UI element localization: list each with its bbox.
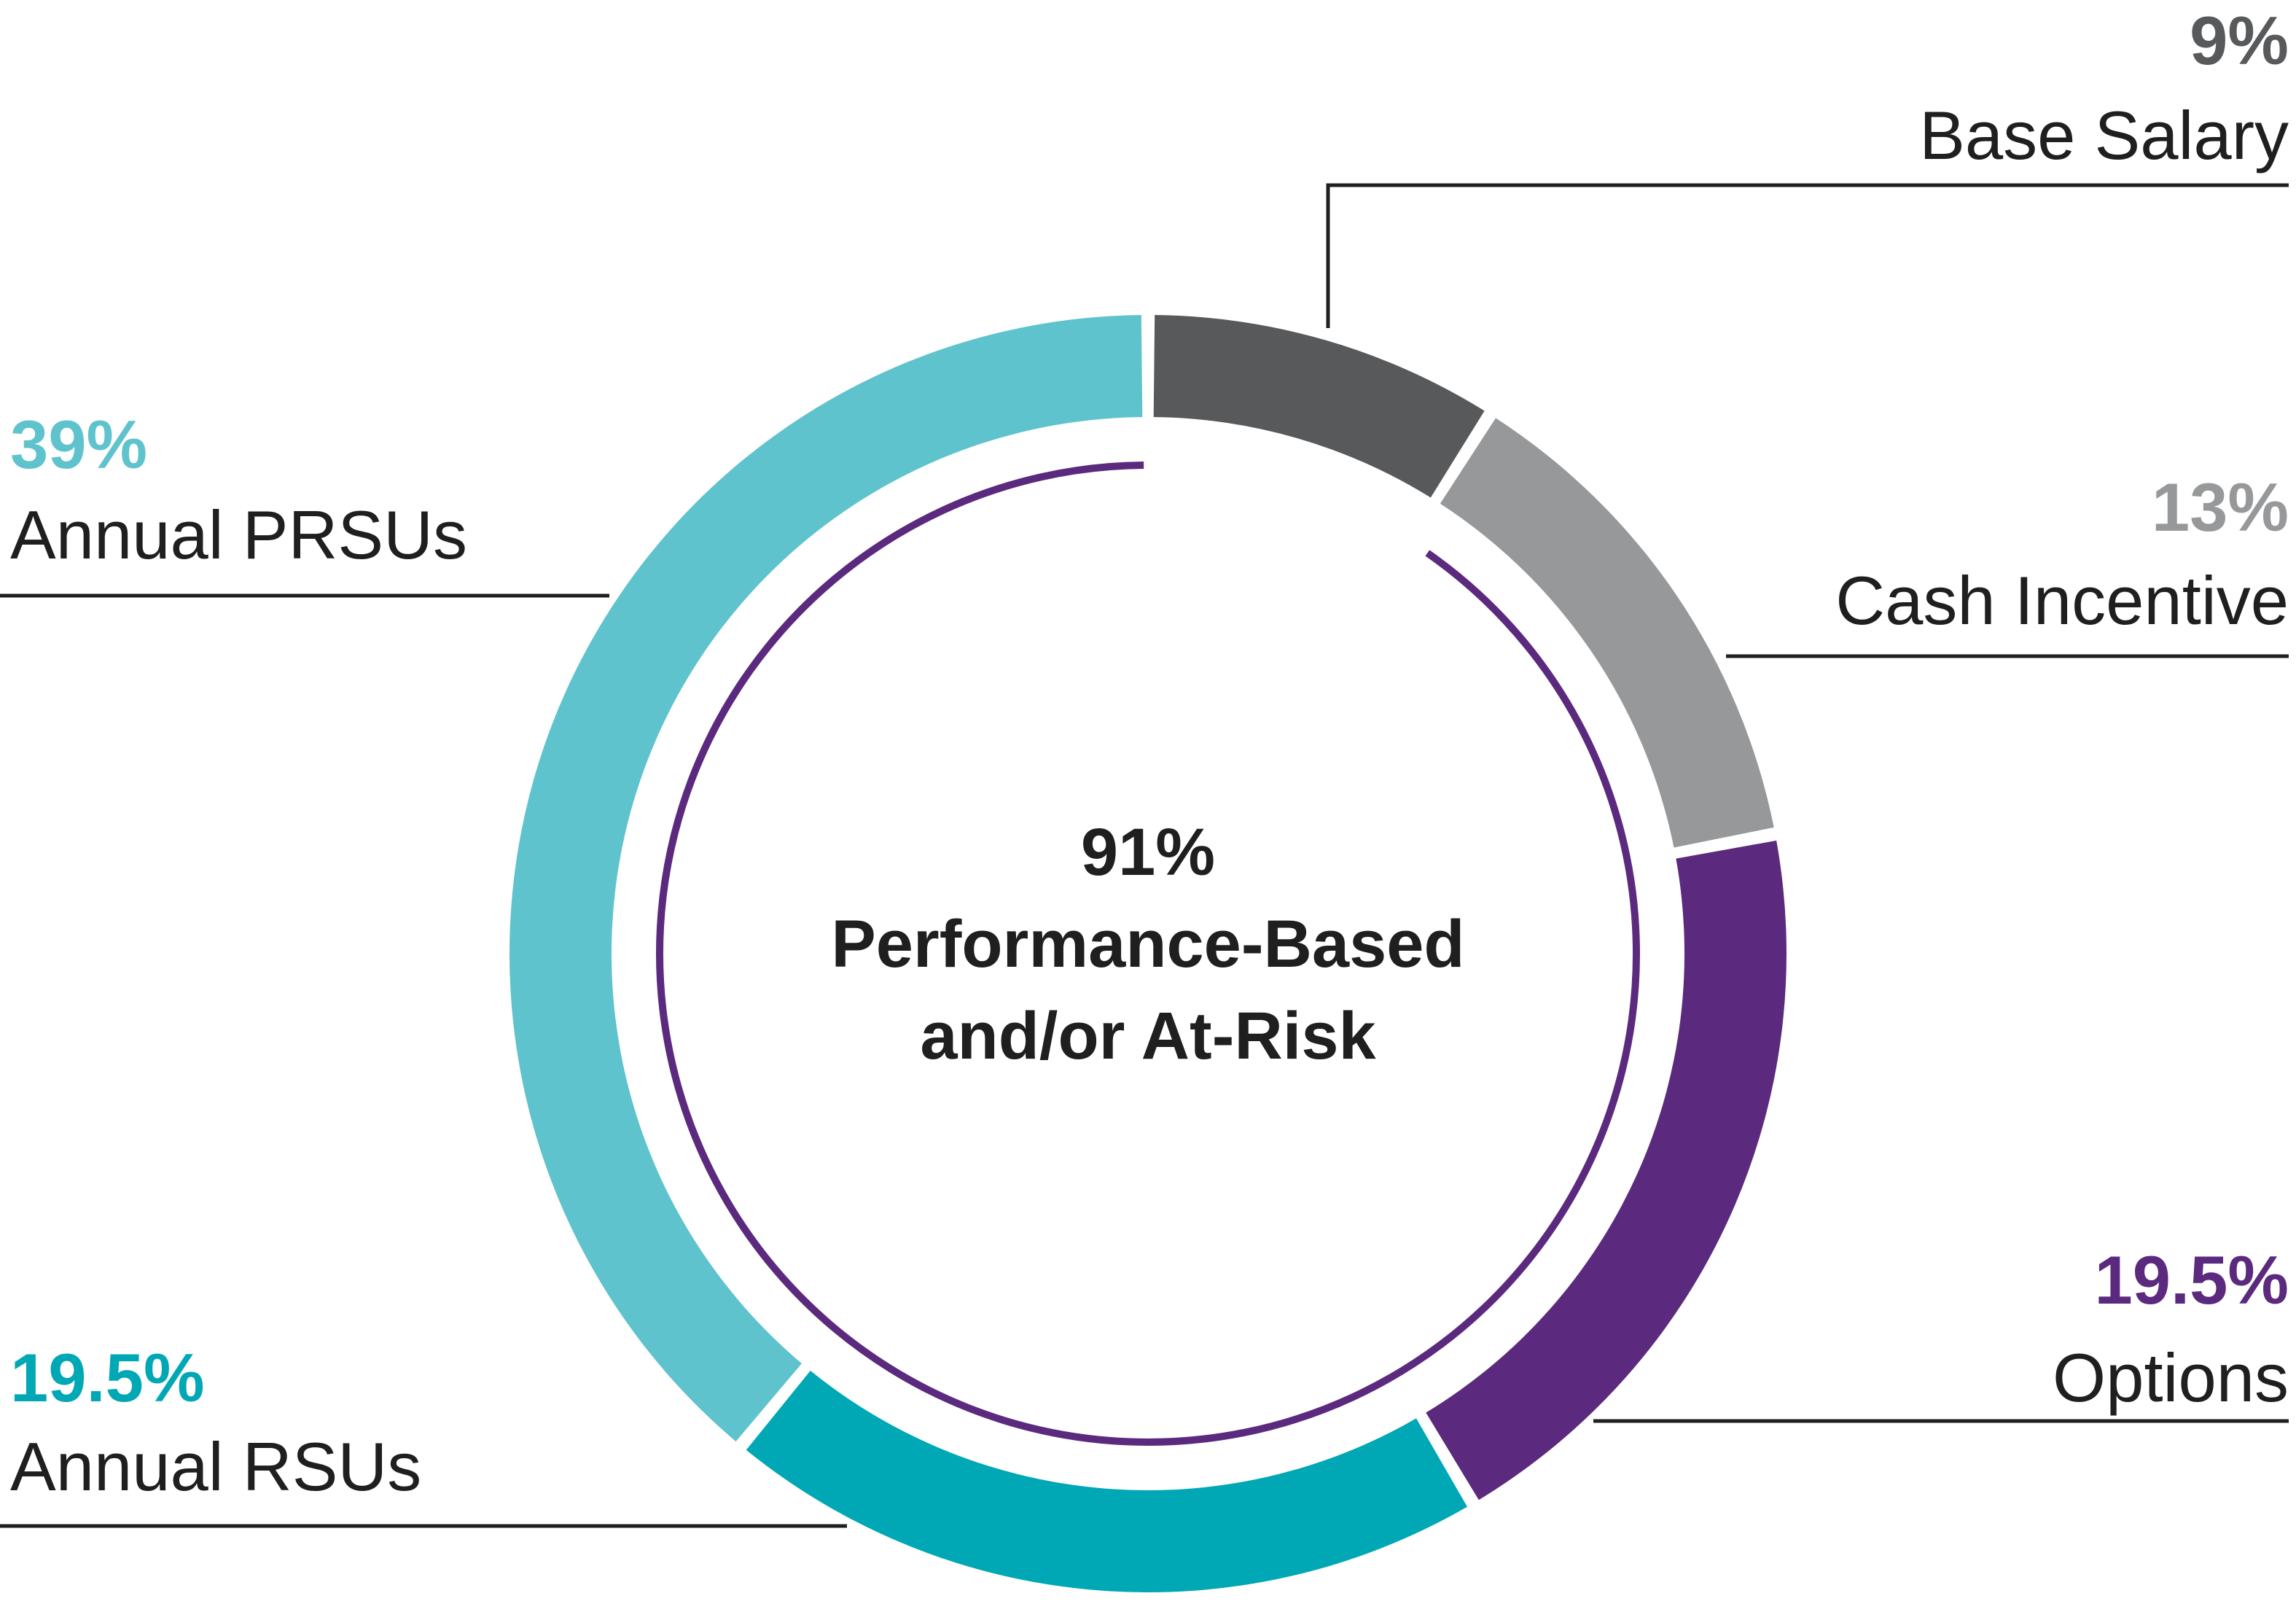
slice-percent-annual-rsus: 19.5% (10, 1339, 205, 1416)
donut-slices (509, 315, 1787, 1592)
center-label: 91% Performance-Based and/or At-Risk (831, 815, 1464, 1073)
slice-label-base-salary: 9% Base Salary (1326, 2, 2289, 328)
donut-slice-base-salary (1153, 315, 1485, 498)
slice-percent-base-salary: 9% (2190, 2, 2289, 79)
slice-label-cash-incentive: 13% Cash Incentive (1726, 469, 2289, 658)
leader-line-base-salary (1326, 183, 2289, 328)
donut-slice-annual-rsus (746, 1370, 1467, 1592)
center-line1: Performance-Based (831, 907, 1464, 981)
slice-label-annual-prsus: 39% Annual PRSUs (0, 406, 609, 598)
center-line2: and/or At-Risk (920, 999, 1376, 1073)
slice-name-base-salary: Base Salary (1919, 97, 2289, 174)
slice-name-annual-rsus: Annual RSUs (10, 1428, 421, 1505)
slice-percent-cash-incentive: 13% (2152, 469, 2289, 545)
donut-slice-annual-prsus (509, 315, 1143, 1442)
slice-percent-annual-prsus: 39% (10, 406, 147, 483)
at-risk-arc (656, 462, 1640, 1446)
slice-percent-options: 19.5% (2094, 1242, 2289, 1318)
donut-slice-cash-incentive (1440, 418, 1774, 848)
slice-label-annual-rsus: 19.5% Annual RSUs (0, 1339, 847, 1528)
slice-name-annual-prsus: Annual PRSUs (10, 497, 467, 573)
slice-name-cash-incentive: Cash Incentive (1835, 562, 2289, 639)
donut-slice-options (1426, 840, 1787, 1500)
center-value: 91% (1081, 815, 1215, 889)
slice-label-options: 19.5% Options (1593, 1242, 2289, 1423)
slice-name-options: Options (2053, 1339, 2289, 1416)
